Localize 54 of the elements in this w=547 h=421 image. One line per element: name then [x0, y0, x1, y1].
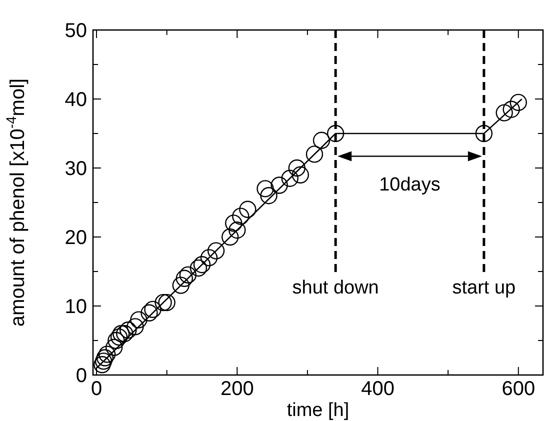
point	[110, 328, 128, 346]
point	[105, 338, 123, 356]
point	[270, 176, 288, 194]
point	[154, 294, 172, 312]
point	[326, 124, 344, 142]
point	[292, 166, 310, 184]
y-tick-label: 40	[64, 89, 87, 111]
x-tick-label: 400	[361, 378, 394, 400]
point	[98, 346, 116, 363]
point	[96, 349, 114, 366]
point	[126, 318, 144, 336]
point	[94, 352, 112, 370]
point	[207, 242, 225, 260]
point	[108, 332, 125, 350]
point	[190, 259, 208, 277]
y-tick-label: 30	[64, 158, 87, 180]
point	[312, 132, 330, 149]
point	[179, 266, 197, 284]
point	[116, 325, 134, 342]
y-tick-label: 20	[64, 227, 87, 249]
point	[172, 276, 190, 294]
point	[112, 325, 130, 342]
point	[193, 256, 211, 274]
ref-line-label: start up	[452, 278, 516, 298]
point	[475, 124, 493, 142]
point	[130, 311, 148, 328]
point	[502, 100, 520, 118]
point	[158, 294, 176, 312]
point	[144, 300, 162, 318]
point	[496, 104, 513, 122]
point	[176, 270, 194, 287]
point	[232, 208, 250, 225]
y-tick-label: 50	[64, 20, 87, 42]
point	[288, 159, 306, 177]
point	[200, 249, 218, 266]
point	[306, 146, 324, 163]
point	[140, 304, 158, 322]
point	[256, 180, 274, 198]
x-tick-label: 200	[220, 378, 254, 400]
x-axis-title: time [h]	[286, 400, 350, 421]
point	[239, 200, 256, 218]
point	[228, 222, 246, 239]
annotation: 10days	[379, 174, 440, 196]
ref-line-label: shut down	[292, 278, 379, 298]
y-tick-label: 10	[64, 296, 87, 318]
point	[260, 187, 278, 204]
point	[222, 228, 239, 246]
x-tick-label: 0	[90, 378, 102, 400]
point	[94, 356, 111, 374]
point	[510, 94, 527, 112]
point	[281, 170, 298, 187]
point	[120, 322, 137, 339]
point	[225, 214, 242, 232]
x-tick-label: 600	[502, 378, 536, 400]
